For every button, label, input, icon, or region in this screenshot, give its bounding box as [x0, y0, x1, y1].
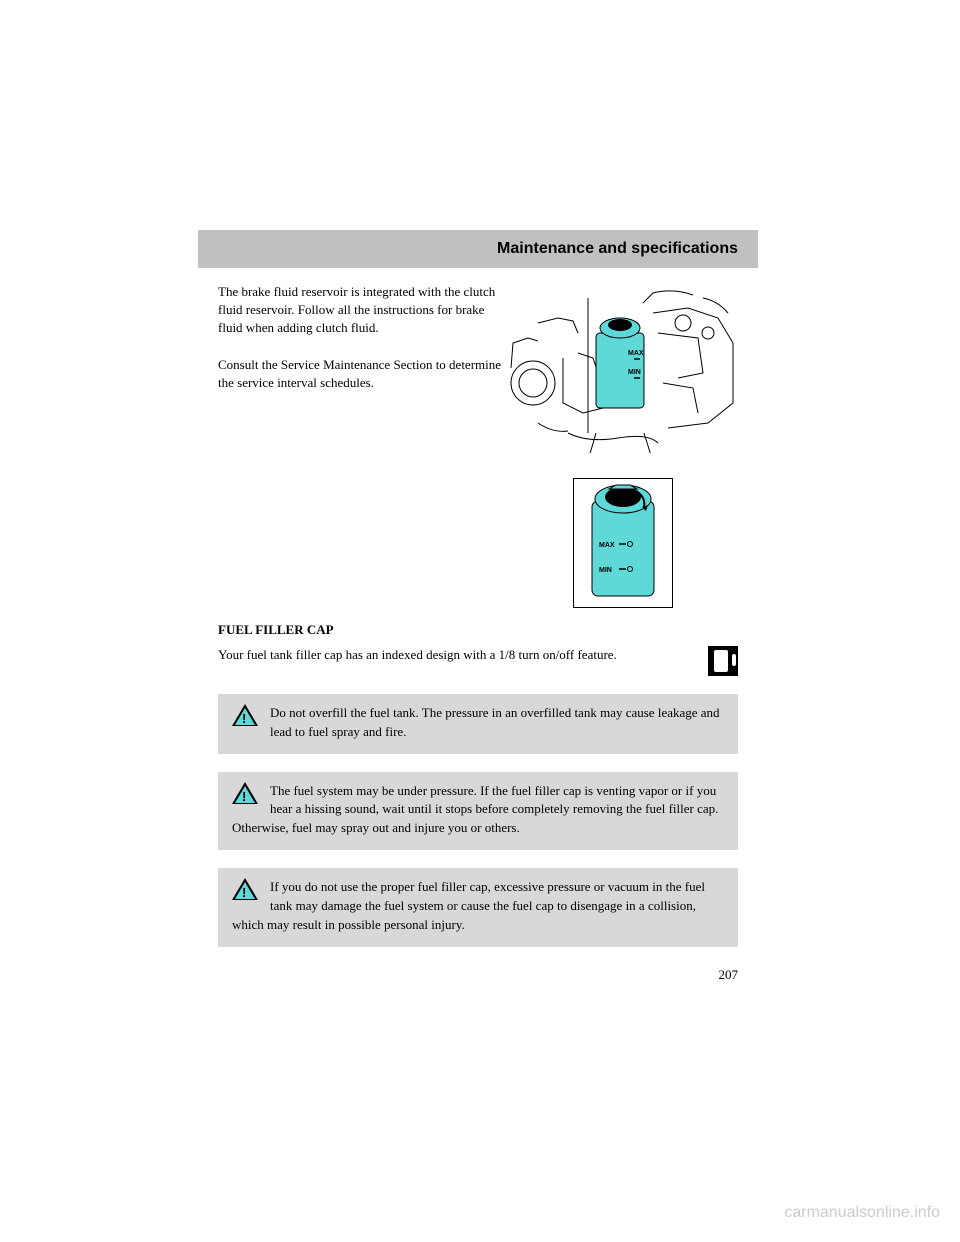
page-number: 207	[198, 967, 758, 983]
warning-overfill: Do not overfill the fuel tank. The press…	[218, 694, 738, 754]
warning-icon	[232, 704, 258, 726]
clutch-fluid-paragraph: The brake fluid reservoir is integrated …	[218, 283, 508, 338]
warning-icon	[232, 782, 258, 804]
warning-text: Do not overfill the fuel tank. The press…	[232, 704, 724, 742]
fuel-cap-heading: FUEL FILLER CAP	[218, 622, 738, 638]
service-interval-paragraph: Consult the Service Maintenance Section …	[218, 356, 508, 392]
svg-text:MIN: MIN	[599, 567, 612, 574]
manual-page: Maintenance and specifications	[198, 230, 758, 983]
svg-text:MAX: MAX	[628, 350, 644, 357]
svg-text:MIN: MIN	[628, 369, 641, 376]
warning-pressure: The fuel system may be under pressure. I…	[218, 772, 738, 851]
warning-text: If you do not use the proper fuel filler…	[232, 878, 724, 935]
fuel-cap-paragraph: Your fuel tank filler cap has an indexed…	[218, 646, 698, 664]
svg-text:MAX: MAX	[599, 542, 615, 549]
fuel-pump-icon	[708, 646, 738, 676]
header-bar: Maintenance and specifications	[198, 230, 758, 268]
warning-icon	[232, 878, 258, 900]
warning-text: The fuel system may be under pressure. I…	[232, 782, 724, 839]
warning-filler-cap: If you do not use the proper fuel filler…	[218, 868, 738, 947]
page-title: Maintenance and specifications	[497, 240, 738, 257]
reservoir-detail-diagram: MAX MIN	[573, 478, 673, 608]
engine-diagram-main: MAX MIN	[508, 283, 738, 453]
content-area: MAX MIN MAX	[198, 268, 758, 947]
watermark: carmanualsonline.info	[784, 1204, 940, 1222]
